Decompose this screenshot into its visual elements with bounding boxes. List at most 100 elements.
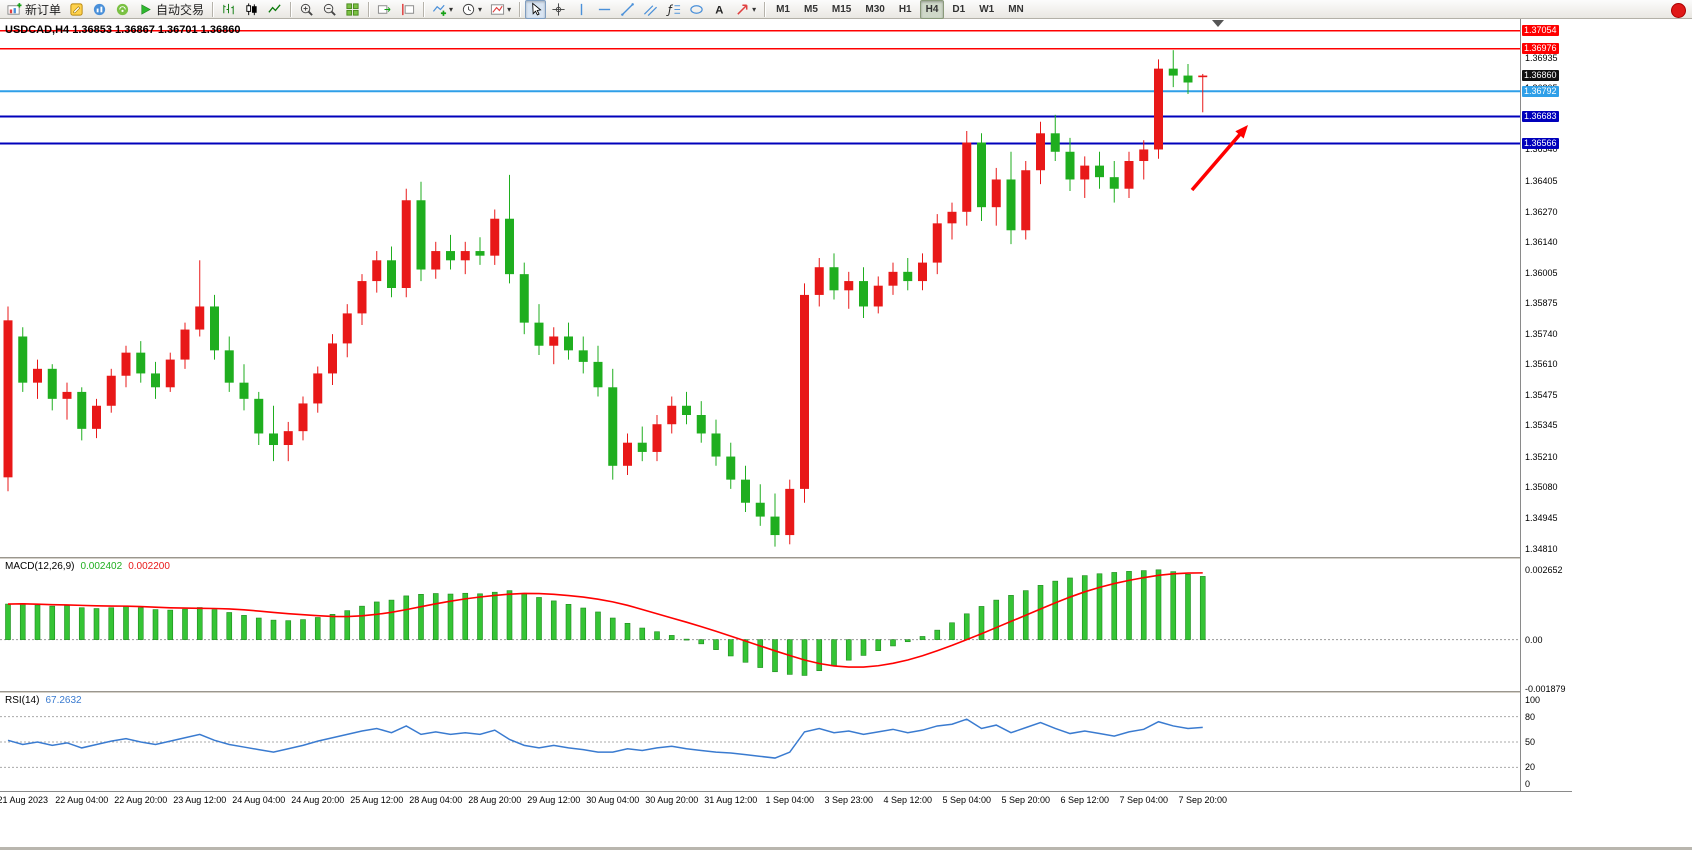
macd-signal-line — [7, 572, 1203, 668]
price-axis-label: 1.36405 — [1525, 175, 1558, 186]
channel-button[interactable] — [640, 0, 661, 19]
signals-button[interactable] — [112, 0, 133, 19]
macd-bar — [344, 610, 351, 640]
autotrading-button[interactable]: 自动交易 — [135, 0, 207, 19]
time-axis-label: 28 Aug 04:00 — [409, 795, 463, 805]
tile-windows-button[interactable] — [342, 0, 363, 19]
indicators-button[interactable]: ▾ — [429, 0, 456, 19]
horizontal-line-button[interactable] — [594, 0, 615, 19]
macd-bar — [1037, 585, 1044, 640]
macd-bar — [108, 607, 115, 640]
macd-bar — [757, 639, 764, 668]
candle — [446, 234, 455, 270]
macd-bar — [727, 639, 734, 657]
zoom-in-button[interactable] — [296, 0, 317, 19]
crosshair-button[interactable] — [548, 0, 569, 19]
shapes-button[interactable] — [686, 0, 707, 19]
time-axis-label: 5 Sep 04:00 — [942, 795, 992, 805]
chart-shift-marker[interactable] — [1212, 20, 1224, 27]
candle — [1109, 161, 1119, 203]
periods-button[interactable]: ▾ — [458, 0, 485, 19]
auto-scroll-button[interactable] — [374, 0, 395, 19]
candle-body — [770, 516, 780, 536]
macd-bar — [934, 629, 941, 640]
candle-body — [1154, 68, 1163, 150]
timeframe-w1-button[interactable]: W1 — [979, 3, 995, 15]
timeframe-m15-button[interactable]: M15 — [831, 3, 852, 15]
macd-bar — [713, 639, 719, 650]
timeframe-h4-button[interactable]: H4 — [919, 0, 945, 19]
candle-body — [1021, 170, 1031, 231]
chart-shift-button[interactable] — [397, 0, 418, 19]
macd-bar — [639, 627, 646, 640]
toolbar-separator — [423, 1, 425, 17]
autotrading-icon — [141, 3, 151, 15]
timeframe-m30-button[interactable]: M30 — [865, 3, 885, 15]
trendline-button[interactable] — [617, 0, 638, 19]
candle — [1050, 114, 1060, 161]
macd-bar — [285, 620, 292, 640]
candle-body — [1198, 75, 1208, 78]
rsi-pane[interactable] — [0, 693, 1520, 791]
macd-bar — [550, 600, 557, 640]
candle — [578, 336, 588, 374]
pane-splitter[interactable] — [0, 557, 1572, 559]
candle-body — [239, 382, 249, 399]
bar-chart-button[interactable] — [218, 0, 239, 19]
time-axis-label: 29 Aug 12:00 — [527, 795, 581, 805]
cursor-button[interactable] — [525, 0, 547, 19]
notification-badge[interactable] — [1671, 3, 1686, 18]
metaeditor-button[interactable] — [66, 0, 87, 19]
candlestick-chart-button[interactable] — [241, 0, 262, 19]
price-axis-label: 1.36140 — [1525, 236, 1558, 247]
vertical-line-button[interactable] — [571, 0, 592, 19]
timeframe-h1-button[interactable]: H1 — [898, 3, 912, 15]
price-axis[interactable]: 1.369351.368051.366701.365401.364051.362… — [1520, 19, 1573, 807]
candle-body — [269, 433, 278, 446]
candle — [608, 368, 618, 480]
time-axis-label: 23 Aug 12:00 — [173, 795, 227, 805]
price-line-tag: 1.36566 — [1522, 137, 1559, 149]
candle — [991, 167, 1001, 226]
candle — [667, 396, 677, 434]
pane-splitter[interactable] — [0, 691, 1572, 693]
candle-body — [431, 251, 441, 270]
macd-pane[interactable] — [0, 559, 1520, 691]
line-chart-icon — [268, 3, 281, 13]
macd-bar — [1126, 571, 1132, 640]
zoom-out-button[interactable] — [319, 0, 340, 19]
macd-bar — [816, 639, 823, 672]
templates-button[interactable]: ▾ — [487, 0, 514, 19]
line-chart-button[interactable] — [264, 0, 285, 19]
main-chart-pane[interactable] — [0, 19, 1520, 557]
chevron-down-icon: ▾ — [478, 4, 483, 14]
macd-bar — [506, 590, 513, 640]
macd-bar — [270, 619, 277, 640]
macd-bar — [875, 639, 882, 651]
text-button[interactable]: A — [709, 0, 730, 19]
macd-bar — [64, 605, 70, 640]
metaeditor-icon — [70, 2, 83, 16]
fibonacci-button[interactable]: ƒ — [663, 0, 684, 19]
candle — [77, 387, 87, 441]
macd-bar — [1052, 580, 1059, 640]
arrows-button[interactable]: ▾ — [732, 0, 759, 19]
macd-bar — [314, 617, 321, 640]
candle — [977, 133, 986, 222]
timeframe-d1-button[interactable]: D1 — [952, 3, 966, 15]
candle-body — [106, 375, 116, 406]
timeframe-m1-button[interactable]: M1 — [776, 3, 790, 15]
toolbar: 新订单 自动交易 ▾ ▾ ▾ ƒ A ▾ M1 M5 M15 M30 H1 H4 D1 W1 MN — [0, 0, 1692, 19]
arrow-annotation[interactable] — [1190, 125, 1248, 192]
candle-body — [180, 329, 190, 360]
candle — [460, 241, 470, 275]
market-button[interactable] — [89, 0, 110, 19]
candle-body — [372, 260, 382, 282]
new-order-button[interactable]: 新订单 — [4, 0, 64, 19]
timeframe-mn-button[interactable]: MN — [1008, 3, 1024, 15]
macd-bar — [565, 604, 572, 640]
svg-text:A: A — [715, 4, 723, 16]
timeframe-m5-button[interactable]: M5 — [804, 3, 818, 15]
time-axis[interactable]: 21 Aug 2023 22 Aug 04:00 22 Aug 20:00 23 Au… — [0, 791, 1572, 808]
candle-body — [357, 281, 367, 314]
